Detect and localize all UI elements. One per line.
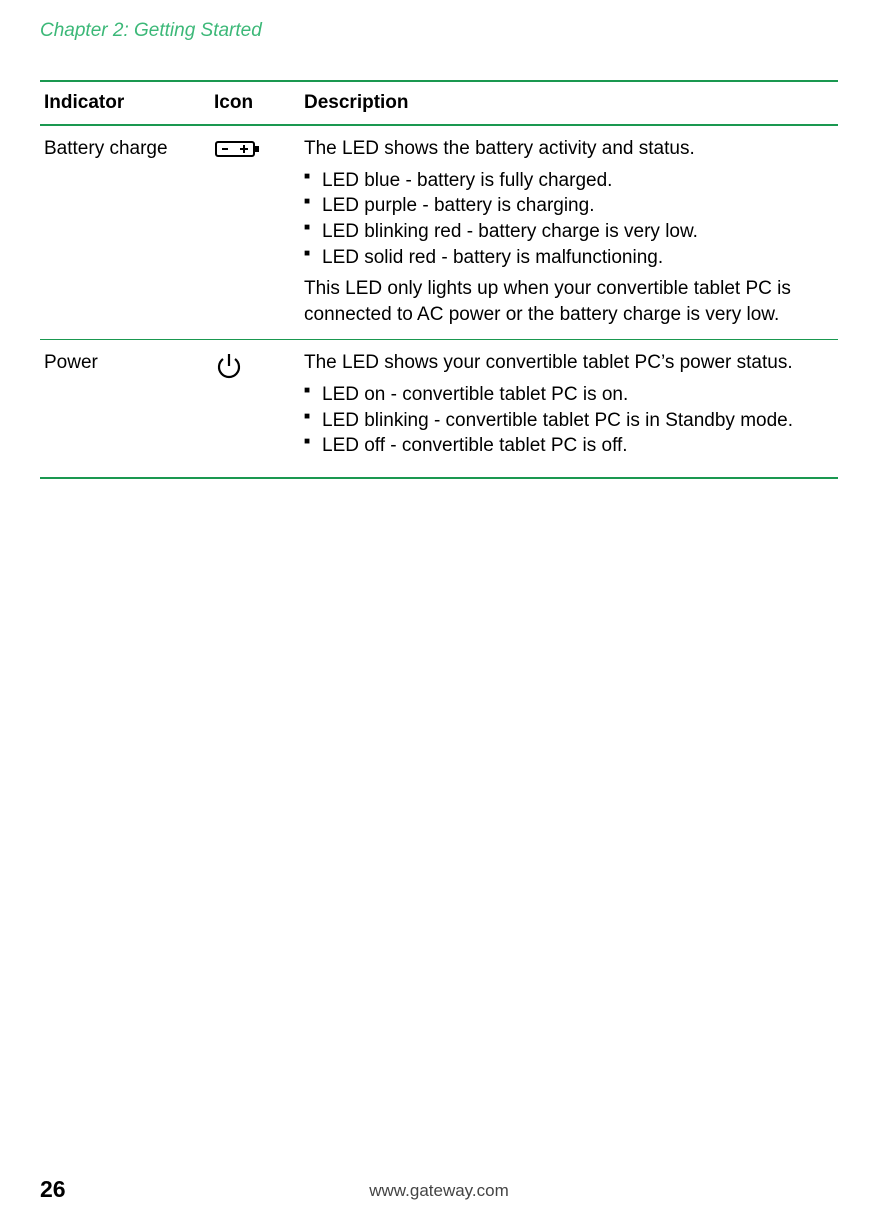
bullet-item: LED blue - battery is fully charged. [304,168,834,194]
bullet-item: LED off - convertible tablet PC is off. [304,433,834,459]
description-intro: The LED shows the battery activity and s… [304,136,834,162]
battery-icon [214,138,262,160]
table-row: Battery charge The LED shows the battery… [40,125,838,340]
icon-cell [210,340,300,478]
table-header-row: Indicator Icon Description [40,81,838,125]
bullet-list: LED blue - battery is fully charged. LED… [304,168,834,271]
description-cell: The LED shows your convertible tablet PC… [300,340,838,478]
bullet-item: LED blinking red - battery charge is ver… [304,219,834,245]
indicator-cell: Power [40,340,210,478]
description-cell: The LED shows the battery activity and s… [300,125,838,340]
page-number: 26 [40,1176,66,1202]
col-header-icon: Icon [210,81,300,125]
bullet-item: LED blinking - convertible tablet PC is … [304,408,834,434]
icon-cell [210,125,300,340]
bullet-list: LED on - convertible tablet PC is on. LE… [304,382,834,459]
description-intro: The LED shows your convertible tablet PC… [304,350,834,376]
table-row: Power The LED shows your convertible tab… [40,340,838,478]
page-footer: 26 www.gateway.com [0,1176,878,1203]
indicator-cell: Battery charge [40,125,210,340]
footer-url: www.gateway.com [369,1181,509,1201]
description-outro: This LED only lights up when your conver… [304,276,834,327]
indicator-table: Indicator Icon Description Battery charg… [40,80,838,479]
chapter-header: Chapter 2: Getting Started [40,20,838,42]
bullet-item: LED on - convertible tablet PC is on. [304,382,834,408]
col-header-description: Description [300,81,838,125]
bullet-item: LED purple - battery is charging. [304,193,834,219]
power-icon [214,352,244,382]
bullet-item: LED solid red - battery is malfunctionin… [304,245,834,271]
col-header-indicator: Indicator [40,81,210,125]
